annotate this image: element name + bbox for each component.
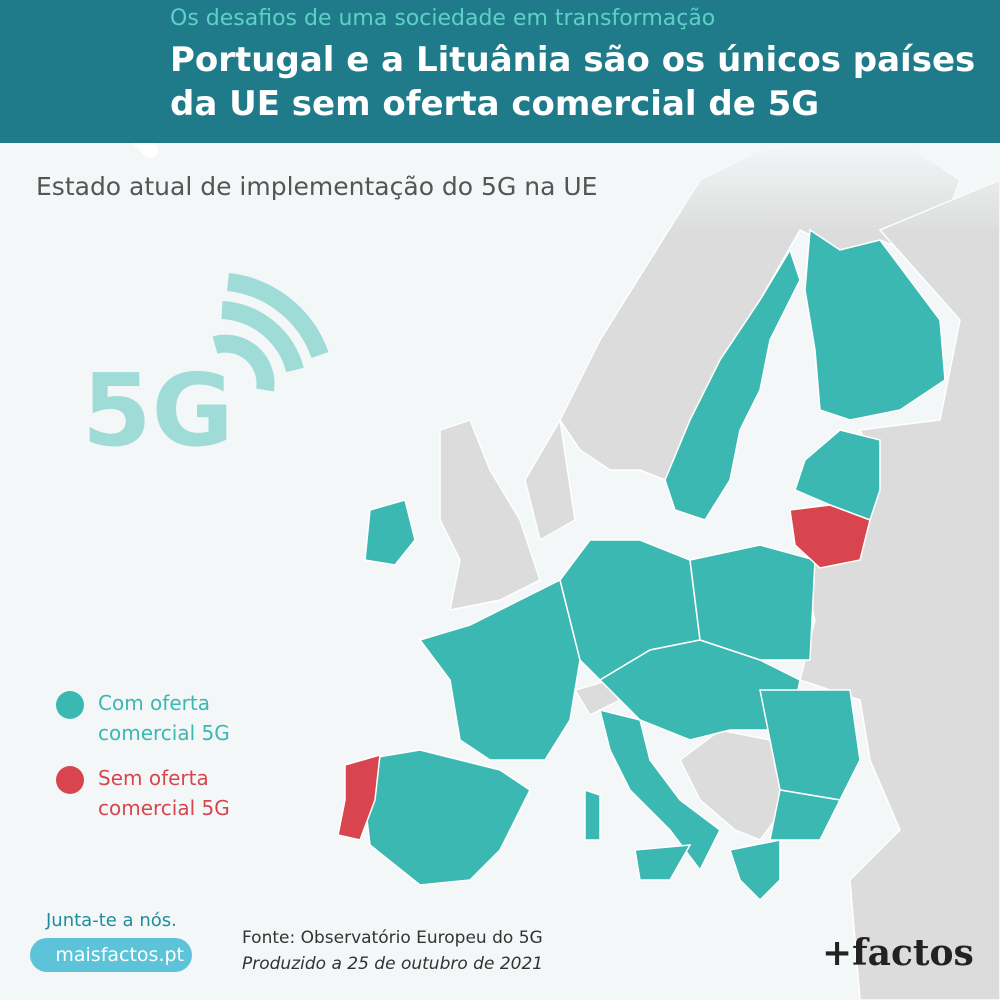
legend-label: Com oferta comercial 5G [98,691,230,745]
icon-label: 5G [82,352,234,469]
title-line: Portugal e a Lituânia são os únicos país… [170,40,976,80]
legend-item: Sem oferta comercial 5G [56,763,258,823]
eu-no-5g-countries [337,504,871,841]
logo: +factos [822,932,974,974]
signal-waves [212,273,329,392]
eu-5g-countries [359,228,946,902]
source: Fonte: Observatório Europeu do 5G [242,928,543,948]
title: Portugal e a Lituânia são os únicos país… [170,38,975,126]
kicker: Os desafios de uma sociedade em transfor… [170,6,716,31]
site-link[interactable]: maisfactos.pt [30,938,192,972]
legend-swatch [56,691,84,719]
subtitle: Estado atual de implementação do 5G na U… [36,172,598,201]
title-line: da UE sem oferta comercial de 5G [170,84,820,124]
legend-swatch [56,766,84,794]
produced-date: Produzido a 25 de outubro de 2021 [242,954,544,974]
map-fade [0,143,1000,233]
legend-item: Com oferta comercial 5G [56,688,258,748]
call-to-action: Junta-te a nós. [46,910,177,931]
header-band [0,0,1000,143]
legend-label: Sem oferta comercial 5G [98,766,230,820]
